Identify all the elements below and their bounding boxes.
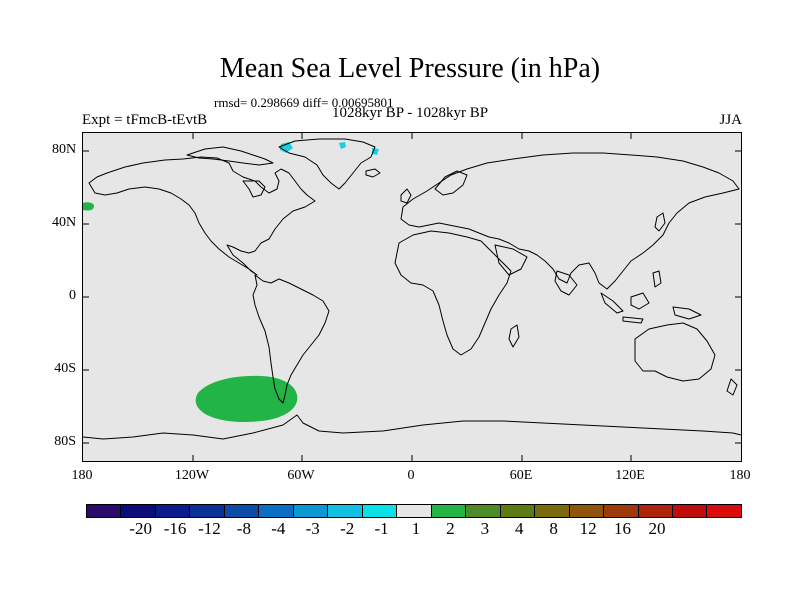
coast-africa (394, 230, 512, 356)
colorbar-swatch (190, 505, 225, 517)
coast-iceland (365, 168, 381, 178)
coast-new-zealand (726, 378, 738, 396)
coast-eurasia (400, 152, 740, 290)
colorbar-swatch (535, 505, 570, 517)
colorbar-label: 4 (515, 519, 524, 538)
colorbar-swatch (431, 505, 467, 517)
colorbar-label: -8 (236, 519, 251, 538)
colorbar-label: 16 (614, 519, 632, 538)
colorbar-label: -2 (340, 519, 355, 538)
coast-scandinavia (434, 170, 468, 196)
x-tick-label: 180 (71, 468, 93, 483)
coast-south-america (252, 274, 330, 404)
coast-borneo (630, 292, 650, 310)
coast-new-guinea (672, 306, 702, 320)
map-title: Mean Sea Level Pressure (in hPa) (219, 53, 601, 84)
frame-ticks (83, 133, 741, 461)
colorbar-swatch (569, 505, 605, 517)
colorbar-swatch (87, 505, 122, 517)
coast-antarctica (83, 414, 741, 440)
colorbar-label: -12 (198, 519, 221, 538)
colorbar-swatch (259, 505, 294, 517)
y-tick-label: 0 (69, 288, 76, 303)
colorbar-swatch (328, 505, 363, 517)
colorbar-swatch (672, 505, 708, 517)
coastlines (83, 138, 741, 440)
colorbar-label: 3 (480, 519, 490, 538)
colorbar (86, 504, 742, 518)
colorbar-label: 8 (549, 519, 558, 538)
rmsd-diff-stats: rmsd= 0.298669 diff= 0.00695801 (214, 95, 394, 110)
world-map (83, 133, 741, 461)
coast-india (554, 270, 578, 296)
colorbar-label: 20 (648, 519, 666, 538)
colorbar-label: -3 (305, 519, 320, 538)
colorbar-swatch (707, 505, 741, 517)
x-tick-label: 60E (509, 468, 533, 483)
period-label: 1028kyr BP - 1028kyr BP (331, 105, 489, 121)
north-pacific-edge-anomaly (83, 202, 95, 211)
colorbar-swatch (362, 505, 398, 517)
x-tick-label: 0 (407, 468, 415, 483)
colorbar-swatch (604, 505, 639, 517)
coast-java (622, 316, 644, 324)
x-tick-label: 120E (615, 468, 645, 483)
x-tick-label: 120W (174, 468, 210, 483)
coast-british-isles (400, 188, 412, 204)
south-pacific-positive-anomaly (195, 375, 298, 423)
colorbar-swatch (638, 505, 673, 517)
coast-sumatra (600, 292, 624, 314)
greenland-negative-anomaly-2 (339, 142, 346, 149)
coast-australia (634, 322, 716, 382)
experiment-label: Expt = tFmcB-tEvtB (82, 112, 208, 128)
coast-philippines (652, 270, 662, 288)
x-tick-label: 180 (729, 468, 751, 483)
colorbar-swatch (500, 505, 536, 517)
y-tick-label: 80N (52, 142, 77, 157)
colorbar-label: -4 (271, 519, 286, 538)
coast-madagascar (508, 324, 520, 348)
coast-north-america (88, 156, 316, 276)
coast-hudson-bay (242, 180, 266, 198)
x-tick-label: 60W (287, 468, 315, 483)
colorbar-label: 2 (446, 519, 455, 538)
colorbar-swatch (466, 505, 501, 517)
colorbar-label: -16 (163, 519, 187, 538)
colorbar-swatch (155, 505, 191, 517)
colorbar-label: -1 (374, 519, 389, 538)
colorbar-label: -20 (129, 519, 152, 538)
colorbar-swatch (121, 505, 156, 517)
colorbar-label: 12 (579, 519, 597, 538)
y-tick-label: 80S (54, 434, 76, 449)
map-plot (82, 132, 742, 462)
coast-japan (654, 212, 666, 232)
season-label: JJA (719, 112, 742, 128)
colorbar-swatch (293, 505, 329, 517)
coast-arabia (494, 244, 528, 276)
greenland-negative-anomaly-1 (280, 142, 293, 153)
y-tick-label: 40S (54, 361, 76, 376)
coast-arctic-islands (186, 146, 274, 166)
y-tick-label: 40N (52, 215, 77, 230)
coast-greenland (278, 138, 376, 190)
colorbar-swatch (397, 505, 432, 517)
colorbar-label: 1 (411, 519, 421, 538)
colorbar-swatch (224, 505, 260, 517)
